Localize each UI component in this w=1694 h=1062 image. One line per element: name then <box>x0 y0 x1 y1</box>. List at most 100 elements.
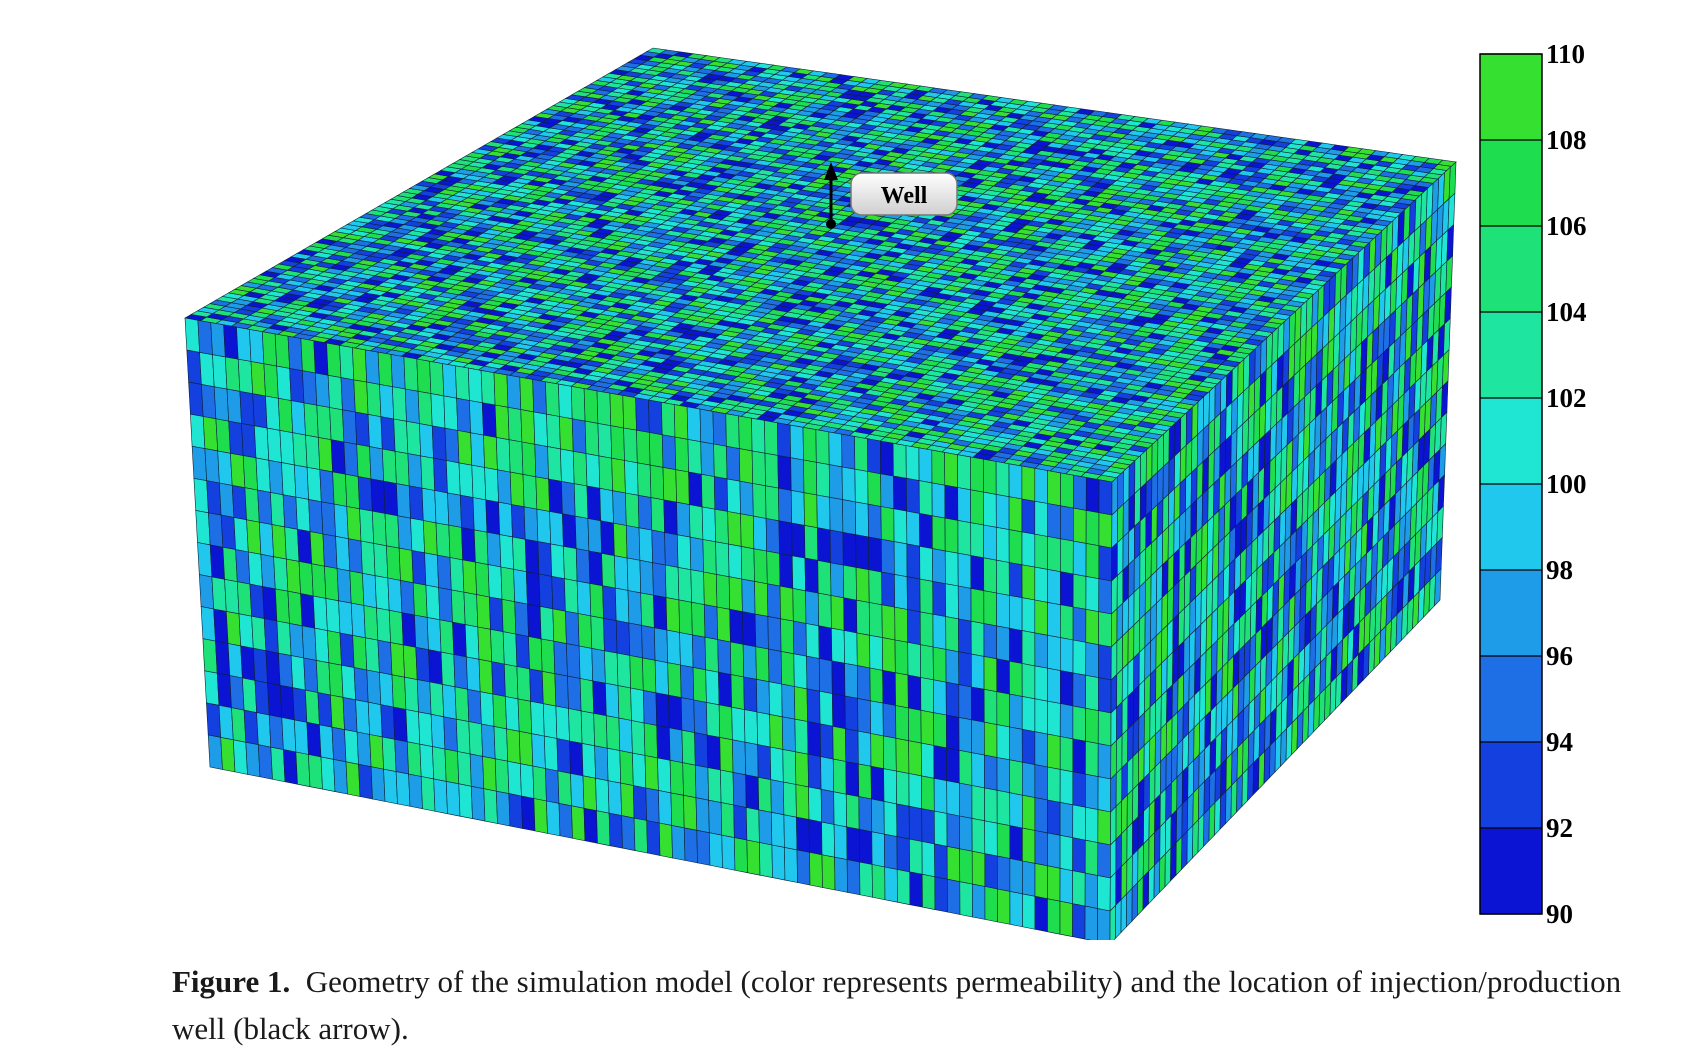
grid-cell <box>400 580 415 616</box>
grid-cell <box>352 347 368 383</box>
grid-cell <box>538 573 554 610</box>
grid-cell <box>295 496 311 532</box>
grid-cell <box>609 392 624 429</box>
grid-cell <box>277 397 294 434</box>
grid-cell <box>614 587 630 624</box>
grid-cell <box>579 678 595 714</box>
grid-cell <box>342 697 358 733</box>
grid-cell <box>235 549 251 585</box>
grid-cell <box>379 672 394 708</box>
grid-cell <box>314 627 330 664</box>
grid-cell <box>455 718 471 755</box>
grid-cell <box>391 674 407 710</box>
grid-cell <box>333 759 348 795</box>
grid-cell <box>395 771 411 807</box>
grid-cell <box>265 650 281 686</box>
grid-cell <box>393 418 409 454</box>
grid-cell <box>588 550 603 587</box>
grid-cell <box>257 744 273 780</box>
grid-cell <box>475 561 490 598</box>
grid-cell <box>565 610 580 647</box>
grid-cell <box>574 515 590 552</box>
grid-cell <box>469 400 484 436</box>
grid-cell <box>328 662 344 698</box>
grid-cell <box>576 580 592 617</box>
grid-cell <box>186 349 202 385</box>
grid-cell <box>201 384 217 420</box>
grid-cell <box>540 638 556 675</box>
grid-cell <box>610 425 625 461</box>
grid-cell <box>457 430 473 466</box>
grid-cell <box>572 450 588 487</box>
grid-cell <box>386 545 401 581</box>
grid-cell <box>466 656 481 693</box>
grid-cell <box>611 457 626 494</box>
grid-cell <box>582 775 597 812</box>
grid-cell <box>560 448 575 485</box>
grid-cell <box>358 763 373 800</box>
grid-cell <box>339 632 355 668</box>
grid-cell <box>457 751 472 787</box>
grid-cell <box>242 677 257 713</box>
grid-cell <box>436 554 452 591</box>
grid-cell <box>279 430 295 466</box>
grid-cell <box>230 452 246 489</box>
grid-cell <box>261 331 278 367</box>
grid-cell <box>346 506 362 542</box>
grid-cell <box>471 464 487 501</box>
grid-cell <box>438 587 453 623</box>
grid-cell <box>276 365 292 401</box>
grid-cell <box>274 333 290 369</box>
grid-cell <box>407 453 423 489</box>
grid-cell <box>200 606 216 642</box>
grid-cell <box>387 577 403 614</box>
grid-cell <box>421 487 437 524</box>
grid-cell <box>290 400 306 436</box>
grid-cell <box>571 418 587 454</box>
grid-cell <box>529 668 544 705</box>
grid-cell <box>550 543 565 580</box>
grid-cell <box>330 439 346 475</box>
grid-cell <box>252 647 268 684</box>
grid-cell <box>501 598 517 635</box>
grid-cell <box>207 734 223 770</box>
grid-cell <box>244 487 260 523</box>
grid-cell <box>559 416 574 452</box>
grid-cell <box>191 445 208 482</box>
grid-cell <box>243 709 259 746</box>
grid-cell <box>525 571 541 607</box>
grid-cell <box>343 441 359 477</box>
grid-cell <box>566 643 581 679</box>
grid-cell <box>547 446 562 482</box>
grid-cell <box>577 613 593 649</box>
grid-cell <box>603 617 618 654</box>
grid-cell <box>339 344 355 381</box>
grid-cell <box>527 603 542 640</box>
grid-cell <box>578 645 594 682</box>
grid-cell <box>493 726 509 762</box>
grid-cell <box>282 494 298 530</box>
grid-cell <box>311 563 327 599</box>
grid-cell <box>596 390 612 427</box>
grid-cell <box>615 620 631 656</box>
grid-cell <box>445 781 461 817</box>
grid-cell <box>456 397 471 434</box>
grid-cell <box>539 606 555 642</box>
grid-cell <box>443 395 459 431</box>
grid-cell <box>562 513 577 549</box>
grid-cell <box>617 685 632 721</box>
grid-cell <box>528 636 543 672</box>
grid-cell <box>491 661 506 697</box>
grid-cell <box>602 585 617 621</box>
grid-cell <box>532 379 547 415</box>
grid-cell <box>541 670 557 707</box>
grid-cell <box>367 414 383 450</box>
grid-cell <box>396 483 411 519</box>
grid-cell <box>384 513 400 549</box>
grid-cell <box>397 515 413 551</box>
grid-cell <box>419 743 435 780</box>
grid-cell <box>508 439 524 475</box>
grid-cell <box>450 589 466 625</box>
grid-cell <box>308 754 323 790</box>
grid-cell <box>209 544 225 580</box>
